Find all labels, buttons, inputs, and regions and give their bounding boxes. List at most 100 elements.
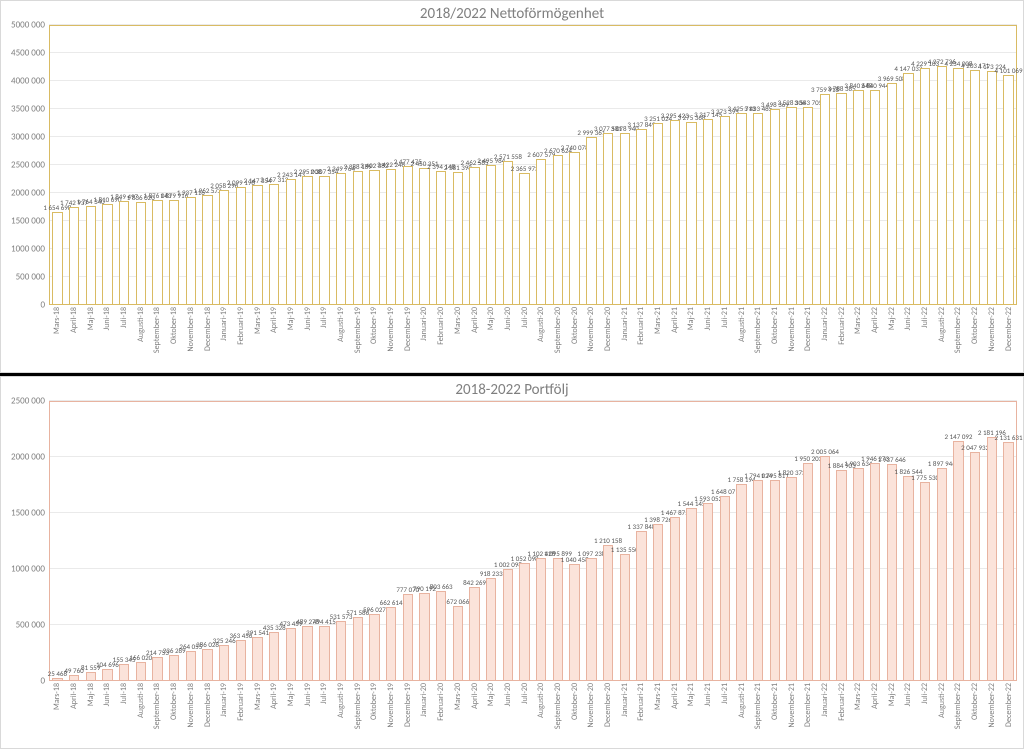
x-tick-label: December-18 — [203, 307, 213, 351]
bar-cell: 3 425 713 — [733, 25, 750, 305]
y-tick-label: 1000 000 — [11, 564, 45, 575]
bar: 435 328 — [269, 632, 279, 681]
bar-cell: 3 251 024 — [650, 25, 667, 305]
x-tick-label: April-21 — [670, 307, 680, 333]
bar: 1 758 194 — [736, 484, 746, 681]
x-tick-label: Mars-19 — [253, 683, 263, 710]
x-tick: Oktober-22 — [967, 681, 984, 743]
x-tick: Januari-21 — [616, 681, 633, 743]
bar: 1 937 646 — [887, 464, 897, 681]
bar: 1 210 158 — [603, 545, 613, 681]
y-axis: 0500 0001000 0001500 0002000 0002500 000 — [1, 401, 49, 681]
bar: 3 317 145 — [703, 119, 713, 305]
x-tick: Maj-22 — [883, 305, 900, 367]
bar: 1 826 544 — [903, 476, 913, 681]
x-tick: Februari-20 — [433, 305, 450, 367]
y-tick-label: 2000 000 — [11, 188, 45, 199]
bar-cell: 1 810 690 — [99, 25, 116, 305]
bar: 803 663 — [436, 591, 446, 681]
x-tick: November-21 — [783, 681, 800, 743]
x-tick: Juni-21 — [700, 681, 717, 743]
bar: 2 181 196 — [987, 437, 997, 681]
x-tick-label: Augusti-21 — [737, 683, 747, 718]
bar: 2 495 984 — [486, 165, 496, 305]
bar: 3 543 705 — [803, 107, 813, 305]
x-tick: Oktober-21 — [767, 305, 784, 367]
bar: 1 950 203 — [803, 463, 813, 681]
x-tick-label: April-20 — [470, 307, 480, 333]
x-tick: Augusti-18 — [132, 305, 149, 367]
x-tick-label: April-19 — [269, 683, 279, 709]
bar-cell: 1 879 916 — [166, 25, 183, 305]
bar: 2 005 064 — [820, 456, 830, 681]
bar-cell: 531 573 — [333, 401, 350, 681]
x-tick-label: Mars-19 — [253, 307, 263, 334]
y-tick-label: 2500 000 — [11, 396, 45, 407]
bar-cell: 1 897 946 — [933, 401, 950, 681]
bar: 2 381 398 — [453, 172, 463, 305]
bar: 4 203 171 — [970, 70, 980, 305]
x-tick: Oktober-19 — [366, 305, 383, 367]
bar: 1 135 550 — [620, 554, 630, 681]
x-tick: Mars-19 — [249, 681, 266, 743]
bar-cell: 2 181 196 — [984, 401, 1001, 681]
x-tick: Mars-22 — [850, 305, 867, 367]
x-tick: Juli-20 — [516, 681, 533, 743]
x-tick: Augusti-22 — [933, 305, 950, 367]
x-tick-label: December-18 — [203, 683, 213, 727]
bar: 3 425 713 — [736, 113, 746, 305]
bar: 842 269 — [469, 587, 479, 681]
x-tick: Mars-19 — [249, 305, 266, 367]
bar: 1 648 071 — [720, 496, 730, 681]
bar-cell: 435 328 — [266, 401, 283, 681]
bar-cell: 2 167 313 — [266, 25, 283, 305]
bar: 1 102 428 — [536, 558, 546, 681]
bar-cell: 4 101 069 — [1000, 25, 1017, 305]
bar-cell: 3 498 369 — [767, 25, 784, 305]
x-tick: Juli-19 — [316, 681, 333, 743]
x-tick: Juli-18 — [116, 681, 133, 743]
x-tick-label: November-21 — [787, 683, 797, 728]
x-tick-label: December-22 — [1004, 307, 1014, 351]
x-tick-label: Oktober-18 — [169, 307, 179, 344]
bar: 2 740 078 — [569, 152, 579, 305]
bar-cell: 3 077 581 — [600, 25, 617, 305]
x-tick: December-22 — [1000, 681, 1017, 743]
x-tick: Februari-19 — [233, 305, 250, 367]
bar-cell: 1 337 848 — [633, 401, 650, 681]
y-tick-label: 3500 000 — [11, 104, 45, 115]
x-tick-label: Augusti-20 — [536, 683, 546, 718]
x-tick-label: Juli-18 — [119, 683, 129, 704]
x-tick-label: Juli-21 — [720, 307, 730, 328]
x-tick: Juni-22 — [900, 305, 917, 367]
bar-cell: 777 070 — [399, 401, 416, 681]
bar: 1 962 572 — [202, 195, 212, 305]
x-tick-label: September-22 — [953, 683, 963, 729]
x-tick: Februari-20 — [433, 681, 450, 743]
x-tick-label: Februari-22 — [837, 307, 847, 345]
bar: 494 415 — [319, 626, 329, 681]
x-tick: April-19 — [266, 681, 283, 743]
x-tick: September-22 — [950, 305, 967, 367]
bar: 1 884 903 — [836, 470, 846, 681]
bar: 1 946 273 — [870, 463, 880, 681]
x-tick-label: Oktober-22 — [970, 307, 980, 344]
bar-cell: 1 836 020 — [132, 25, 149, 305]
x-tick-label: September-19 — [353, 683, 363, 729]
bar: 672 066 — [453, 606, 463, 681]
x-tick: Augusti-20 — [533, 305, 550, 367]
x-tick: December-21 — [800, 305, 817, 367]
bar-cell: 1 102 428 — [533, 401, 550, 681]
x-tick: Oktober-22 — [967, 305, 984, 367]
x-tick-label: Januari-19 — [219, 307, 229, 341]
bar-cell: 363 456 — [233, 401, 250, 681]
bar: 3 788 385 — [836, 93, 846, 305]
bar-cell: 1 210 158 — [600, 401, 617, 681]
bar-cell: 3 543 705 — [800, 25, 817, 305]
x-tick-label: April-21 — [670, 683, 680, 709]
bar: 3 137 849 — [636, 129, 646, 305]
x-tick: September-21 — [750, 305, 767, 367]
bar-cell: 1 775 530 — [917, 401, 934, 681]
y-axis: 0500 0001000 0001500 0002000 0002500 000… — [1, 25, 49, 305]
x-tick: April-20 — [466, 305, 483, 367]
